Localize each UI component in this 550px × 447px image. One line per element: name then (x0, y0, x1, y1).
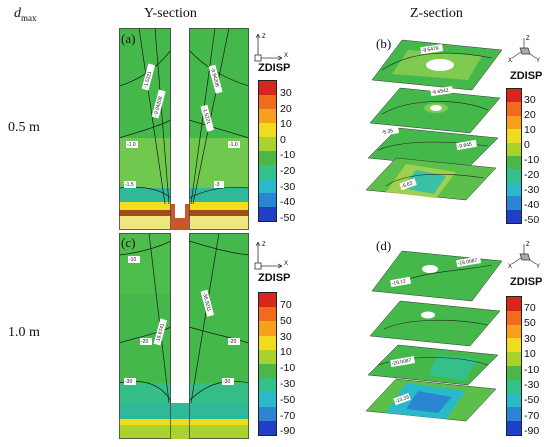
contour-label-b-5: -5.63 (399, 178, 417, 191)
contour-label-a-8: -3 (214, 181, 224, 188)
colorbar-a-ticks: 30 20 10 0 -10 -20 -30 -40 -50 (280, 87, 296, 224)
contour-label-b-3: -5.35 (380, 126, 400, 137)
svg-text:-1.0: -1.0 (127, 142, 136, 148)
svg-text:-19.12: -19.12 (391, 279, 406, 287)
svg-text:-20.0087: -20.0087 (391, 358, 412, 367)
svg-text:-13.33: -13.33 (395, 394, 411, 405)
contour-label-b-2: -6.6542 (430, 86, 454, 97)
svg-text:-1.5: -1.5 (125, 182, 134, 188)
contour-label-a-4: -1.5221 (200, 104, 215, 132)
contour-label-a-6: -1.0 (228, 141, 240, 148)
contour-label-b-4: -9.845 (456, 139, 478, 151)
z-section-header: Z-section (410, 6, 463, 21)
svg-text:-5.35: -5.35 (381, 128, 393, 136)
contour-label-c-3: -30 (124, 378, 136, 385)
colorbar-b-ticks: 30 20 10 0 -10 -20 -30 -40 -50 (524, 94, 540, 226)
contour-label-c-6: -30 (222, 378, 234, 385)
contour-label-c-5: -36.9211 (200, 289, 215, 317)
svg-text:-9.94208: -9.94208 (153, 96, 164, 117)
svg-text:-1.5221: -1.5221 (143, 70, 153, 88)
axis-triad-icon-a: Z X (254, 33, 288, 62)
panel-label-b: (b) (376, 36, 392, 51)
legend-title-a: ZDISP (258, 62, 291, 74)
colorbar-a (258, 80, 277, 222)
contour-label-b-1: -8.5479 (420, 44, 444, 55)
svg-text:X: X (284, 53, 288, 59)
svg-text:Y: Y (536, 264, 540, 270)
svg-text:-19.6741: -19.6741 (155, 323, 166, 344)
svg-text:-30: -30 (223, 379, 230, 385)
svg-text:-30: -30 (125, 379, 132, 385)
axis-cube-icon-d: Z X Y (508, 242, 540, 270)
panel-label-a: (a) (121, 31, 136, 46)
svg-text:X: X (284, 261, 288, 267)
contour-label-a-5: -1.0 (126, 141, 138, 148)
colorbar-d (506, 296, 522, 436)
z-section-plot-b: -8.5479 -6.6542 -5.35 -9.845 -5.63 (365, 39, 503, 201)
svg-text:-36.9211: -36.9211 (201, 292, 212, 312)
colorbar-c-ticks: 70 50 30 10 -10 -30 -50 -70 -90 (280, 299, 296, 438)
svg-text:X: X (508, 58, 512, 64)
panel-label-c: (c) (121, 235, 136, 250)
contour-label-c-7: -20 (228, 338, 240, 345)
svg-text:Z: Z (526, 242, 530, 248)
row-label-1-0m: 1.0 m (8, 325, 40, 340)
contour-label-d-1: -18.0087 (456, 256, 481, 268)
y-section-plot-c: -10 -20 -30 -19.6741 -36.9211 -30 -20 (118, 232, 250, 439)
z-section-plot-d: -18.0087 -19.12 -20.0087 -13.33 (365, 250, 503, 422)
svg-text:X: X (508, 264, 512, 270)
y-section-header: Y-section (144, 6, 197, 21)
svg-text:-9.94208: -9.94208 (209, 67, 220, 88)
row-label-0-5m: 0.5 m (8, 120, 40, 135)
svg-text:Z: Z (262, 242, 266, 248)
svg-text:-20: -20 (141, 339, 148, 345)
panel-label-d: (d) (376, 238, 392, 253)
contour-label-d-3: -20.0087 (390, 356, 415, 368)
svg-text:-6.6542: -6.6542 (431, 88, 449, 96)
svg-text:-3: -3 (215, 182, 220, 188)
contour-label-c-2: -20 (140, 338, 152, 345)
colorbar-b (506, 88, 522, 224)
svg-text:-9.845: -9.845 (457, 142, 472, 150)
y-section-plot-a: -1.5221 -9.94208 -9.94208 -1.5221 -1.0 -… (118, 27, 250, 230)
contour-label-d-4: -13.33 (393, 393, 411, 406)
contour-label-c-1: -10 (128, 256, 140, 263)
dmax-header: dmax (14, 6, 37, 23)
svg-text:Y: Y (536, 58, 540, 64)
axis-cube-icon-b: Z X Y (508, 36, 540, 64)
contour-label-a-2: -9.94208 (151, 89, 166, 119)
svg-text:Z: Z (526, 36, 530, 42)
svg-text:-10: -10 (129, 257, 136, 263)
axis-triad-icon-c: Z X (254, 241, 288, 270)
colorbar-d-ticks: 70 50 30 10 -10 -30 -50 -70 -90 (524, 302, 540, 438)
svg-text:-1.5221: -1.5221 (201, 107, 211, 125)
svg-text:-8.5479: -8.5479 (421, 46, 439, 54)
legend-title-b: ZDISP (510, 70, 543, 82)
legend-title-c: ZDISP (258, 272, 291, 284)
colorbar-c (258, 292, 277, 436)
contour-label-a-1: -1.5221 (141, 63, 156, 91)
svg-text:-1.0: -1.0 (229, 142, 238, 148)
svg-text:-18.0087: -18.0087 (457, 258, 478, 267)
contour-label-c-4: -19.6741 (153, 318, 168, 346)
svg-text:Z: Z (262, 34, 266, 40)
contour-label-a-7: -1.5 (124, 181, 136, 188)
svg-text:-20: -20 (229, 339, 236, 345)
svg-text:-5.63: -5.63 (401, 180, 414, 190)
contour-label-d-2: -19.12 (390, 276, 412, 288)
contour-label-a-3: -9.94208 (208, 64, 223, 94)
legend-title-d: ZDISP (510, 276, 543, 288)
